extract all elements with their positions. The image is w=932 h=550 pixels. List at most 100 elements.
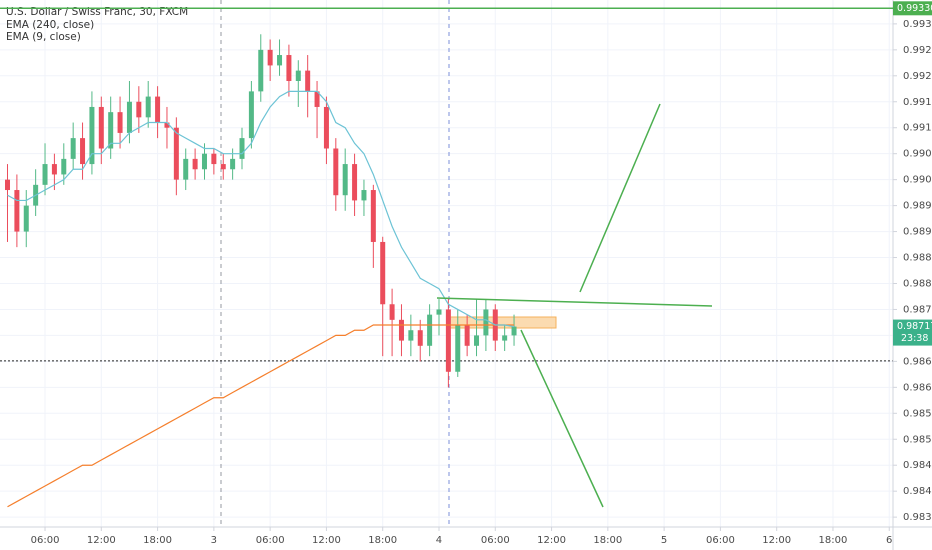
candle-body	[98, 106, 104, 149]
x-tick-label: 4	[436, 535, 442, 546]
candle-body	[436, 309, 442, 315]
candle-body	[239, 138, 245, 159]
candle-body	[173, 127, 179, 180]
y-tick-label: 0.98550	[903, 408, 932, 419]
candle-body	[342, 164, 348, 196]
y-tick-label: 0.98450	[903, 460, 932, 471]
candle-body	[136, 101, 142, 118]
candle-body	[427, 314, 433, 346]
x-tick-label: 18:00	[143, 535, 172, 546]
trend-line[interactable]	[520, 329, 604, 508]
trend-line[interactable]	[579, 103, 661, 293]
last-price-box	[893, 319, 932, 346]
legend-entry[interactable]: EMA (9, close)	[6, 31, 81, 43]
x-tick-label: 06:00	[256, 535, 285, 546]
candle-body	[417, 330, 423, 346]
x-tick-label: 12:00	[312, 535, 341, 546]
y-tick-label: 0.98600	[903, 382, 932, 393]
y-tick-label: 0.98750	[903, 304, 932, 315]
y-tick-label: 0.98400	[903, 486, 932, 497]
trend-line[interactable]	[436, 297, 713, 307]
x-tick-label: 18:00	[819, 535, 848, 546]
last-price-label: 0.98717	[897, 321, 932, 332]
candle-body	[445, 309, 451, 372]
candle-body	[455, 325, 461, 372]
y-tick-label: 0.98800	[903, 278, 932, 289]
y-tick-label: 0.98850	[903, 253, 932, 264]
candle-body	[398, 319, 404, 341]
candle-body	[61, 158, 67, 175]
indicator-line	[7, 324, 515, 508]
y-tick-label: 0.99100	[903, 123, 932, 134]
candle-body	[305, 70, 311, 92]
y-tick-label: 0.98950	[903, 201, 932, 212]
candle-body	[408, 330, 414, 341]
candle-body	[370, 190, 376, 242]
y-tick-label: 0.98900	[903, 227, 932, 238]
x-tick-label: 12:00	[537, 535, 566, 546]
y-tick-label: 0.99150	[903, 97, 932, 108]
candle-body	[126, 101, 132, 133]
candle-body	[145, 96, 151, 118]
x-tick-label: 06:00	[481, 535, 510, 546]
plot-area	[0, 34, 893, 508]
grid	[0, 0, 893, 527]
x-tick-label: 3	[211, 535, 217, 546]
candle-body	[70, 138, 76, 159]
candle-body	[295, 70, 301, 81]
candle-body	[5, 179, 11, 191]
candle-body	[502, 335, 508, 341]
candle-body	[248, 91, 254, 139]
candle-body	[230, 158, 236, 170]
y-tick-label: 0.99250	[903, 45, 932, 56]
candle-body	[323, 106, 329, 149]
candle-body	[80, 138, 86, 165]
candle-body	[389, 304, 395, 320]
price-label-box	[893, 1, 932, 16]
x-tick-label: 12:00	[762, 535, 791, 546]
candle-body	[211, 153, 217, 165]
y-tick-label: 0.98650	[903, 356, 932, 367]
legend-entry[interactable]: EMA (240, close)	[6, 19, 94, 31]
candle-body	[286, 55, 292, 81]
candle-body	[192, 158, 198, 170]
candle-body	[164, 122, 170, 128]
candle-body	[380, 241, 386, 305]
zone-rectangle[interactable]	[446, 316, 557, 329]
candle-body	[89, 106, 95, 165]
candle-body	[51, 164, 57, 175]
x-tick-label: 18:00	[593, 535, 622, 546]
candle-body	[220, 164, 226, 170]
candle-body	[155, 96, 161, 123]
x-tick-label: 06:00	[706, 535, 735, 546]
candle-body	[14, 190, 20, 232]
candle-body	[183, 158, 189, 180]
y-tick-label: 0.99200	[903, 71, 932, 82]
x-tick-label: 6	[886, 535, 892, 546]
candle-body	[361, 190, 367, 201]
candle-body	[23, 205, 29, 232]
candle-body	[267, 49, 273, 66]
x-tick-label: 18:00	[368, 535, 397, 546]
countdown: 23:38	[901, 333, 928, 344]
y-tick-label: 0.98350	[903, 512, 932, 523]
y-tick-label: 0.99050	[903, 149, 932, 160]
y-tick-label: 0.99000	[903, 175, 932, 186]
candle-body	[474, 335, 480, 346]
candle-body	[352, 164, 358, 201]
candle-body	[117, 112, 123, 133]
candle-body	[277, 55, 283, 66]
y-tick-label: 0.99300	[903, 19, 932, 30]
x-tick-label: 06:00	[31, 535, 60, 546]
candle-body	[314, 91, 320, 107]
x-tick-label: 5	[661, 535, 667, 546]
candle-body	[333, 148, 339, 196]
candle-body	[511, 326, 517, 336]
candle-body	[258, 49, 264, 92]
candle-body	[108, 112, 114, 149]
indicator-line	[7, 90, 515, 328]
